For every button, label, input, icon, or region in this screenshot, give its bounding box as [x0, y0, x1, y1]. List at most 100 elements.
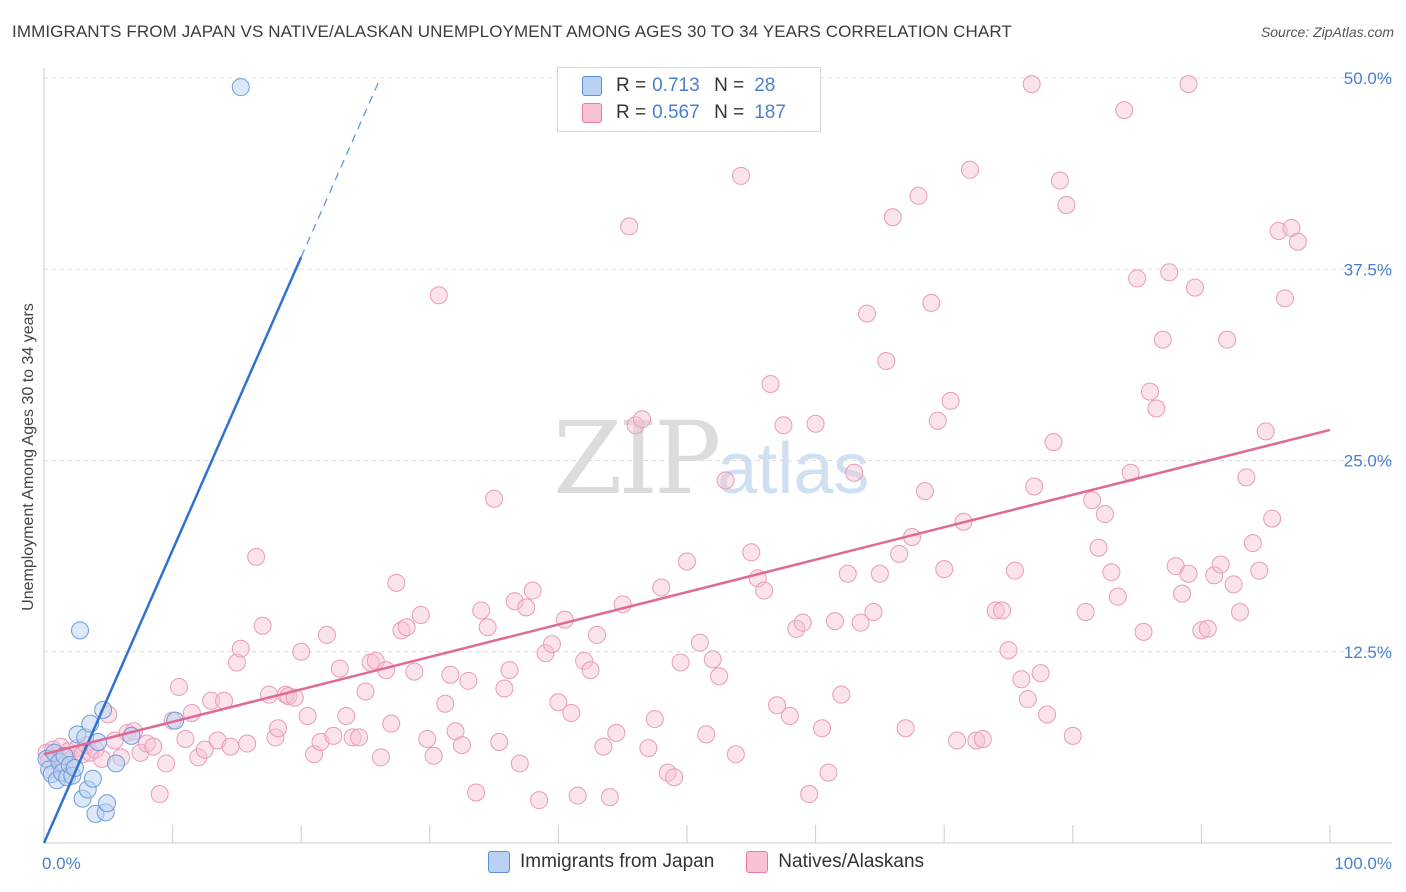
series-legend-natives[interactable]: Natives/Alaskans — [746, 851, 924, 873]
natives-point — [1128, 269, 1147, 288]
legend: R = 0.713 N = 28 R = 0.567 N = 187 — [557, 67, 821, 132]
natives-point — [382, 714, 401, 733]
natives-point — [176, 729, 195, 748]
legend-n-value: 28 — [754, 75, 776, 96]
natives-trend-line — [43, 428, 1331, 756]
natives-point — [510, 754, 529, 773]
natives-point — [418, 729, 437, 748]
natives-point — [1057, 195, 1076, 214]
y-tick-label: 50.0% — [1344, 69, 1392, 88]
natives-point — [761, 375, 780, 393]
natives-point — [260, 685, 279, 704]
natives-point — [317, 625, 336, 644]
natives-point — [986, 601, 1005, 620]
natives-point — [269, 719, 288, 738]
natives-point — [870, 564, 889, 583]
natives-point — [411, 606, 430, 625]
natives-point — [1018, 690, 1037, 709]
natives-point — [1108, 587, 1127, 606]
series-swatch-japan — [488, 851, 510, 873]
natives-point — [1076, 602, 1095, 621]
japan-point — [231, 78, 250, 97]
natives-point — [607, 723, 626, 742]
series-label-japan: Immigrants from Japan — [520, 851, 715, 872]
natives-point — [1102, 563, 1121, 582]
y-tick-label: 12.5% — [1344, 643, 1392, 662]
legend-n-label: N = — [714, 102, 745, 123]
natives-point — [1185, 278, 1204, 297]
natives-point — [1160, 263, 1179, 282]
japan-point — [98, 794, 117, 813]
natives-point — [858, 304, 877, 323]
natives-point — [922, 293, 941, 312]
natives-point — [755, 581, 774, 600]
natives-point — [397, 618, 416, 637]
natives-point — [896, 719, 915, 738]
natives-point — [530, 791, 549, 810]
natives-point — [424, 746, 443, 765]
natives-point — [459, 671, 478, 690]
natives-point — [697, 725, 716, 744]
natives-point — [703, 650, 722, 669]
natives-point — [639, 739, 658, 758]
natives-point — [523, 581, 542, 600]
natives-point — [832, 685, 851, 704]
watermark: ZIPatlas — [553, 400, 869, 517]
natives-point — [620, 217, 639, 236]
natives-point — [1153, 330, 1172, 349]
natives-point — [909, 186, 928, 205]
natives-point — [1263, 509, 1282, 528]
legend-row-natives: R = 0.567 N = 187 — [582, 100, 786, 126]
natives-point — [806, 414, 825, 433]
natives-point — [1224, 575, 1243, 594]
natives-point — [845, 463, 864, 482]
natives-point — [350, 728, 369, 747]
x-tick-label: 100.0% — [1334, 854, 1392, 873]
natives-point — [825, 612, 844, 631]
natives-point — [170, 677, 189, 696]
series-legend-japan[interactable]: Immigrants from Japan — [488, 851, 714, 873]
natives-point — [542, 635, 561, 654]
source-label: Source: ZipAtlas.com — [1260, 24, 1394, 40]
natives-point — [594, 737, 613, 756]
natives-point — [1173, 584, 1192, 603]
natives-point — [549, 693, 568, 712]
natives-point — [671, 653, 690, 672]
natives-point — [819, 763, 838, 782]
natives-point — [575, 651, 594, 670]
natives-point — [1237, 468, 1256, 487]
legend-swatch-natives — [582, 103, 602, 123]
natives-point — [452, 736, 471, 755]
natives-point — [337, 707, 356, 726]
natives-point — [324, 726, 343, 745]
natives-point — [247, 547, 266, 566]
natives-point — [710, 667, 729, 686]
natives-point — [495, 679, 514, 698]
natives-point — [356, 682, 375, 701]
natives-point — [1256, 422, 1275, 441]
natives-point — [1288, 232, 1307, 251]
natives-point — [330, 659, 349, 678]
natives-point — [928, 411, 947, 430]
natives-alaskans-points — [37, 75, 1307, 810]
series-swatch-natives — [746, 851, 769, 873]
natives-point — [1022, 75, 1041, 94]
natives-point — [690, 633, 709, 652]
natives-point — [221, 737, 240, 756]
natives-point — [915, 482, 934, 501]
natives-point — [883, 208, 902, 227]
natives-point — [568, 786, 587, 805]
y-axis-title: Unemployment Among Ages 30 to 34 years — [20, 303, 37, 611]
natives-point — [658, 763, 677, 782]
legend-r-value: 0.713 — [652, 75, 700, 96]
natives-point — [490, 733, 509, 752]
natives-point — [1025, 477, 1044, 496]
natives-point — [793, 613, 812, 632]
y-tick-label: 25.0% — [1344, 452, 1392, 471]
natives-point — [678, 552, 696, 571]
natives-point — [343, 728, 362, 747]
natives-point — [1044, 433, 1063, 452]
natives-point — [1063, 726, 1082, 745]
natives-point — [1192, 621, 1211, 640]
japan-point — [83, 769, 102, 788]
